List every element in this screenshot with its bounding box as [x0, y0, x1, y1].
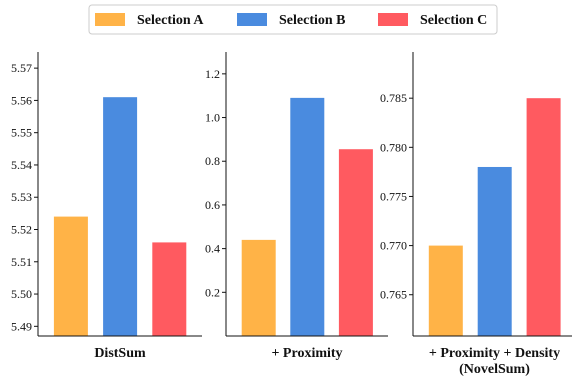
x-axis-sublabel: (NovelSum): [459, 362, 530, 376]
bar-panel3-selection-b: [477, 166, 512, 336]
x-axis-label: + Proximity + Density: [429, 346, 560, 361]
y-tick-label: 0.765: [380, 288, 407, 302]
y-tick-label: 5.55: [11, 126, 32, 140]
panel-1: 5.49 5.50 5.51 5.52 5.53 5.54 5.55 5.56 5.57 Dist…: [11, 52, 202, 361]
y-tick-label: 0.785: [380, 91, 407, 105]
y-tick-label: 0.2: [205, 285, 220, 299]
legend-label-selection-a: Selection A: [137, 13, 204, 28]
legend-frame: [88, 4, 498, 35]
y-tick-label: 0.770: [380, 239, 407, 253]
bar-panel2-selection-c: [338, 149, 373, 336]
panel-2: 0.2 0.4 0.6 0.8 1.0 1.2 + Proximity: [205, 52, 388, 361]
legend-swatch-selection-c: [378, 13, 408, 26]
y-tick-label: 0.8: [205, 154, 220, 168]
y-tick-label: 1.0: [205, 111, 220, 125]
y-tick-label: 0.4: [205, 242, 220, 256]
chart-panels: 5.49 5.50 5.51 5.52 5.53 5.54 5.55 5.56 5.57 Dist…: [11, 52, 572, 376]
y-tick-label: 0.780: [380, 140, 407, 154]
x-axis-label: + Proximity: [271, 346, 342, 361]
y-tick-label: 5.56: [11, 93, 32, 107]
bar-panel1-selection-b: [103, 97, 138, 336]
x-axis-label: DistSum: [94, 346, 146, 361]
y-tick-label: 0.775: [380, 189, 407, 203]
bar-panel1-selection-a: [53, 216, 88, 336]
legend: Selection A Selection B Selection C: [88, 4, 498, 35]
y-tick-label: 5.53: [11, 190, 32, 204]
y-tick-label: 5.51: [11, 255, 32, 269]
legend-swatch-selection-a: [95, 13, 125, 26]
y-tick-label: 5.50: [11, 287, 32, 301]
bar-panel2-selection-b: [290, 97, 325, 336]
y-tick-label: 5.54: [11, 158, 32, 172]
y-tick-label: 5.52: [11, 223, 32, 237]
bar-panel3-selection-a: [428, 245, 463, 336]
legend-swatch-selection-b: [237, 13, 267, 26]
y-tick-label: 1.2: [205, 67, 220, 81]
legend-label-selection-b: Selection B: [279, 13, 346, 28]
y-tick-label: 5.57: [11, 61, 32, 75]
bar-panel2-selection-a: [241, 239, 276, 336]
y-tick-label: 5.49: [11, 319, 32, 333]
y-tick-label: 0.6: [205, 198, 220, 212]
panel-3: 0.765 0.770 0.775 0.780 0.785 + Proximity + D…: [380, 52, 572, 376]
bar-panel1-selection-c: [152, 242, 187, 336]
bar-panel3-selection-c: [526, 98, 561, 336]
legend-label-selection-c: Selection C: [420, 13, 487, 28]
